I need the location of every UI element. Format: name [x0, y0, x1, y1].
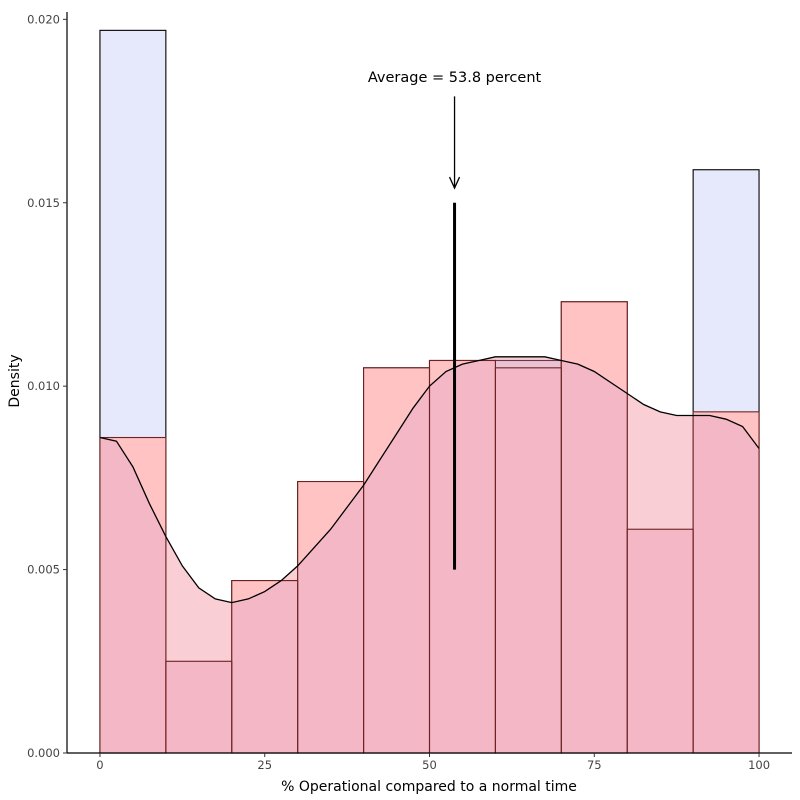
y-tick-label-3: 0.015 — [27, 196, 60, 210]
x-tick-label-1: 25 — [257, 758, 272, 772]
x-axis: 0 25 50 75 100 — [67, 752, 792, 772]
x-tick-label-3: 75 — [587, 758, 602, 772]
overlap-bar-2 — [231, 580, 298, 753]
average-annotation: Average = 53.8 percent — [368, 70, 542, 86]
y-tick-label-2: 0.010 — [27, 379, 60, 393]
x-tick-label-2: 50 — [422, 758, 437, 772]
y-tick-label-4: 0.020 — [27, 12, 60, 26]
y-axis: 0.000 0.005 0.010 0.015 0.020 — [27, 12, 68, 760]
plot-area — [99, 29, 760, 754]
y-tick-label-0: 0.000 — [27, 746, 60, 760]
density-curve-line — [99, 356, 760, 604]
overlap-bar-7 — [561, 356, 628, 753]
x-tick-label-4: 100 — [748, 758, 770, 772]
x-axis-title: % Operational compared to a normal time — [281, 779, 577, 795]
overlap-bar-8 — [627, 529, 694, 753]
y-tick-label-1: 0.005 — [27, 563, 60, 577]
overlap-bar-5 — [429, 360, 496, 753]
arrow-head — [448, 176, 461, 190]
overlap-bar-1 — [165, 661, 232, 753]
overlap-bar-9 — [693, 411, 760, 753]
x-tick-label-0: 0 — [96, 758, 103, 772]
y-axis-title: Density — [7, 354, 23, 407]
overlap-bar-6 — [495, 367, 562, 753]
red-bar-outlines — [99, 301, 760, 754]
